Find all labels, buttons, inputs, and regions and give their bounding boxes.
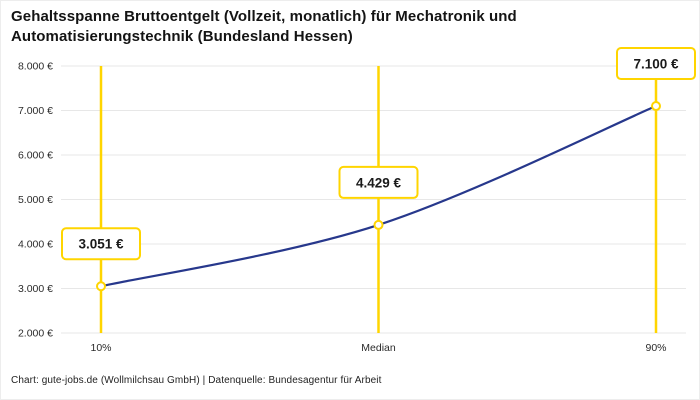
y-axis-tick-label: 8.000 € [18,61,53,73]
data-point-marker [651,101,661,112]
x-axis-tick-label: Median [361,342,396,354]
footer-credit: Chart: gute-jobs.de (Wollmilchsau GmbH) … [11,375,382,386]
chart-title: Gehaltsspanne Bruttoentgelt (Vollzeit, m… [11,8,517,45]
salary-range-line-chart: 2.000 € 3.000 € 4.000 € 5.000 € 6.000 € 7.000… [18,47,696,354]
value-label: 7.100 € [633,57,679,72]
y-axis-tick-label: 6.000 € [18,150,53,162]
value-label: 4.429 € [356,175,402,190]
y-axis-tick-label: 7.000 € [18,105,53,117]
y-axis-tick-label: 4.000 € [18,239,53,251]
y-axis-tick-label: 5.000 € [18,194,53,206]
value-label-box [61,227,141,261]
value-label-box [616,47,696,81]
value-label-box [338,165,419,199]
data-point-marker [373,219,384,230]
y-axis-tick-label: 3.000 € [18,283,53,295]
x-axis-tick-label: 90% [645,342,666,354]
y-axis-tick-label: 2.000 € [18,328,53,340]
data-point-marker [96,281,106,292]
value-label: 3.051 € [78,237,124,252]
x-axis-tick-label: 10% [90,342,111,354]
